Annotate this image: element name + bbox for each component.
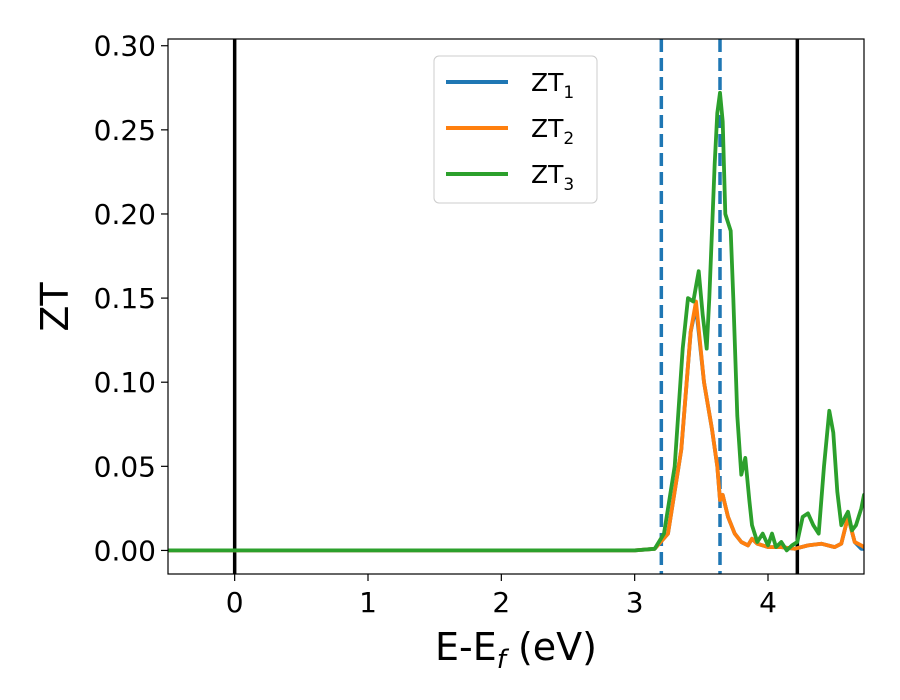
series-line-zt3	[168, 90, 864, 553]
x-axis: 0 1 2 3 4	[226, 574, 777, 619]
x-axis-title-unit: (eV)	[506, 625, 597, 669]
legend-label-zt3: ZT3	[531, 160, 574, 195]
legend: ZT1 ZT2 ZT3	[433, 55, 598, 204]
series-layer	[168, 90, 864, 553]
x-tick-label-3: 3	[626, 586, 644, 619]
plot-frame	[167, 38, 865, 575]
legend-label-zt1: ZT1	[531, 68, 574, 103]
y-tick-label-6: 0.30	[94, 30, 156, 63]
y-tick-label-2: 0.10	[94, 366, 156, 399]
x-axis-title-main: E-E	[435, 625, 497, 669]
series-line-zt2	[168, 299, 864, 553]
x-axis-title: E-Ef (eV)	[435, 625, 597, 675]
legend-label-zt2: ZT2	[531, 114, 574, 149]
y-tick-label-3: 0.15	[94, 282, 156, 315]
x-tick-label-4: 4	[759, 586, 777, 619]
x-tick-label-0: 0	[226, 586, 244, 619]
y-tick-label-0: 0.00	[94, 534, 156, 567]
y-axis-title: ZT	[33, 282, 77, 332]
y-axis: 0.00 0.05 0.10 0.15 0.20 0.25 0.30	[94, 30, 168, 567]
y-tick-label-5: 0.25	[94, 114, 156, 147]
x-tick-label-1: 1	[359, 586, 377, 619]
x-tick-label-2: 2	[492, 586, 510, 619]
y-tick-label-1: 0.05	[94, 450, 156, 483]
legend-box	[433, 55, 598, 204]
y-tick-label-4: 0.20	[94, 198, 156, 231]
